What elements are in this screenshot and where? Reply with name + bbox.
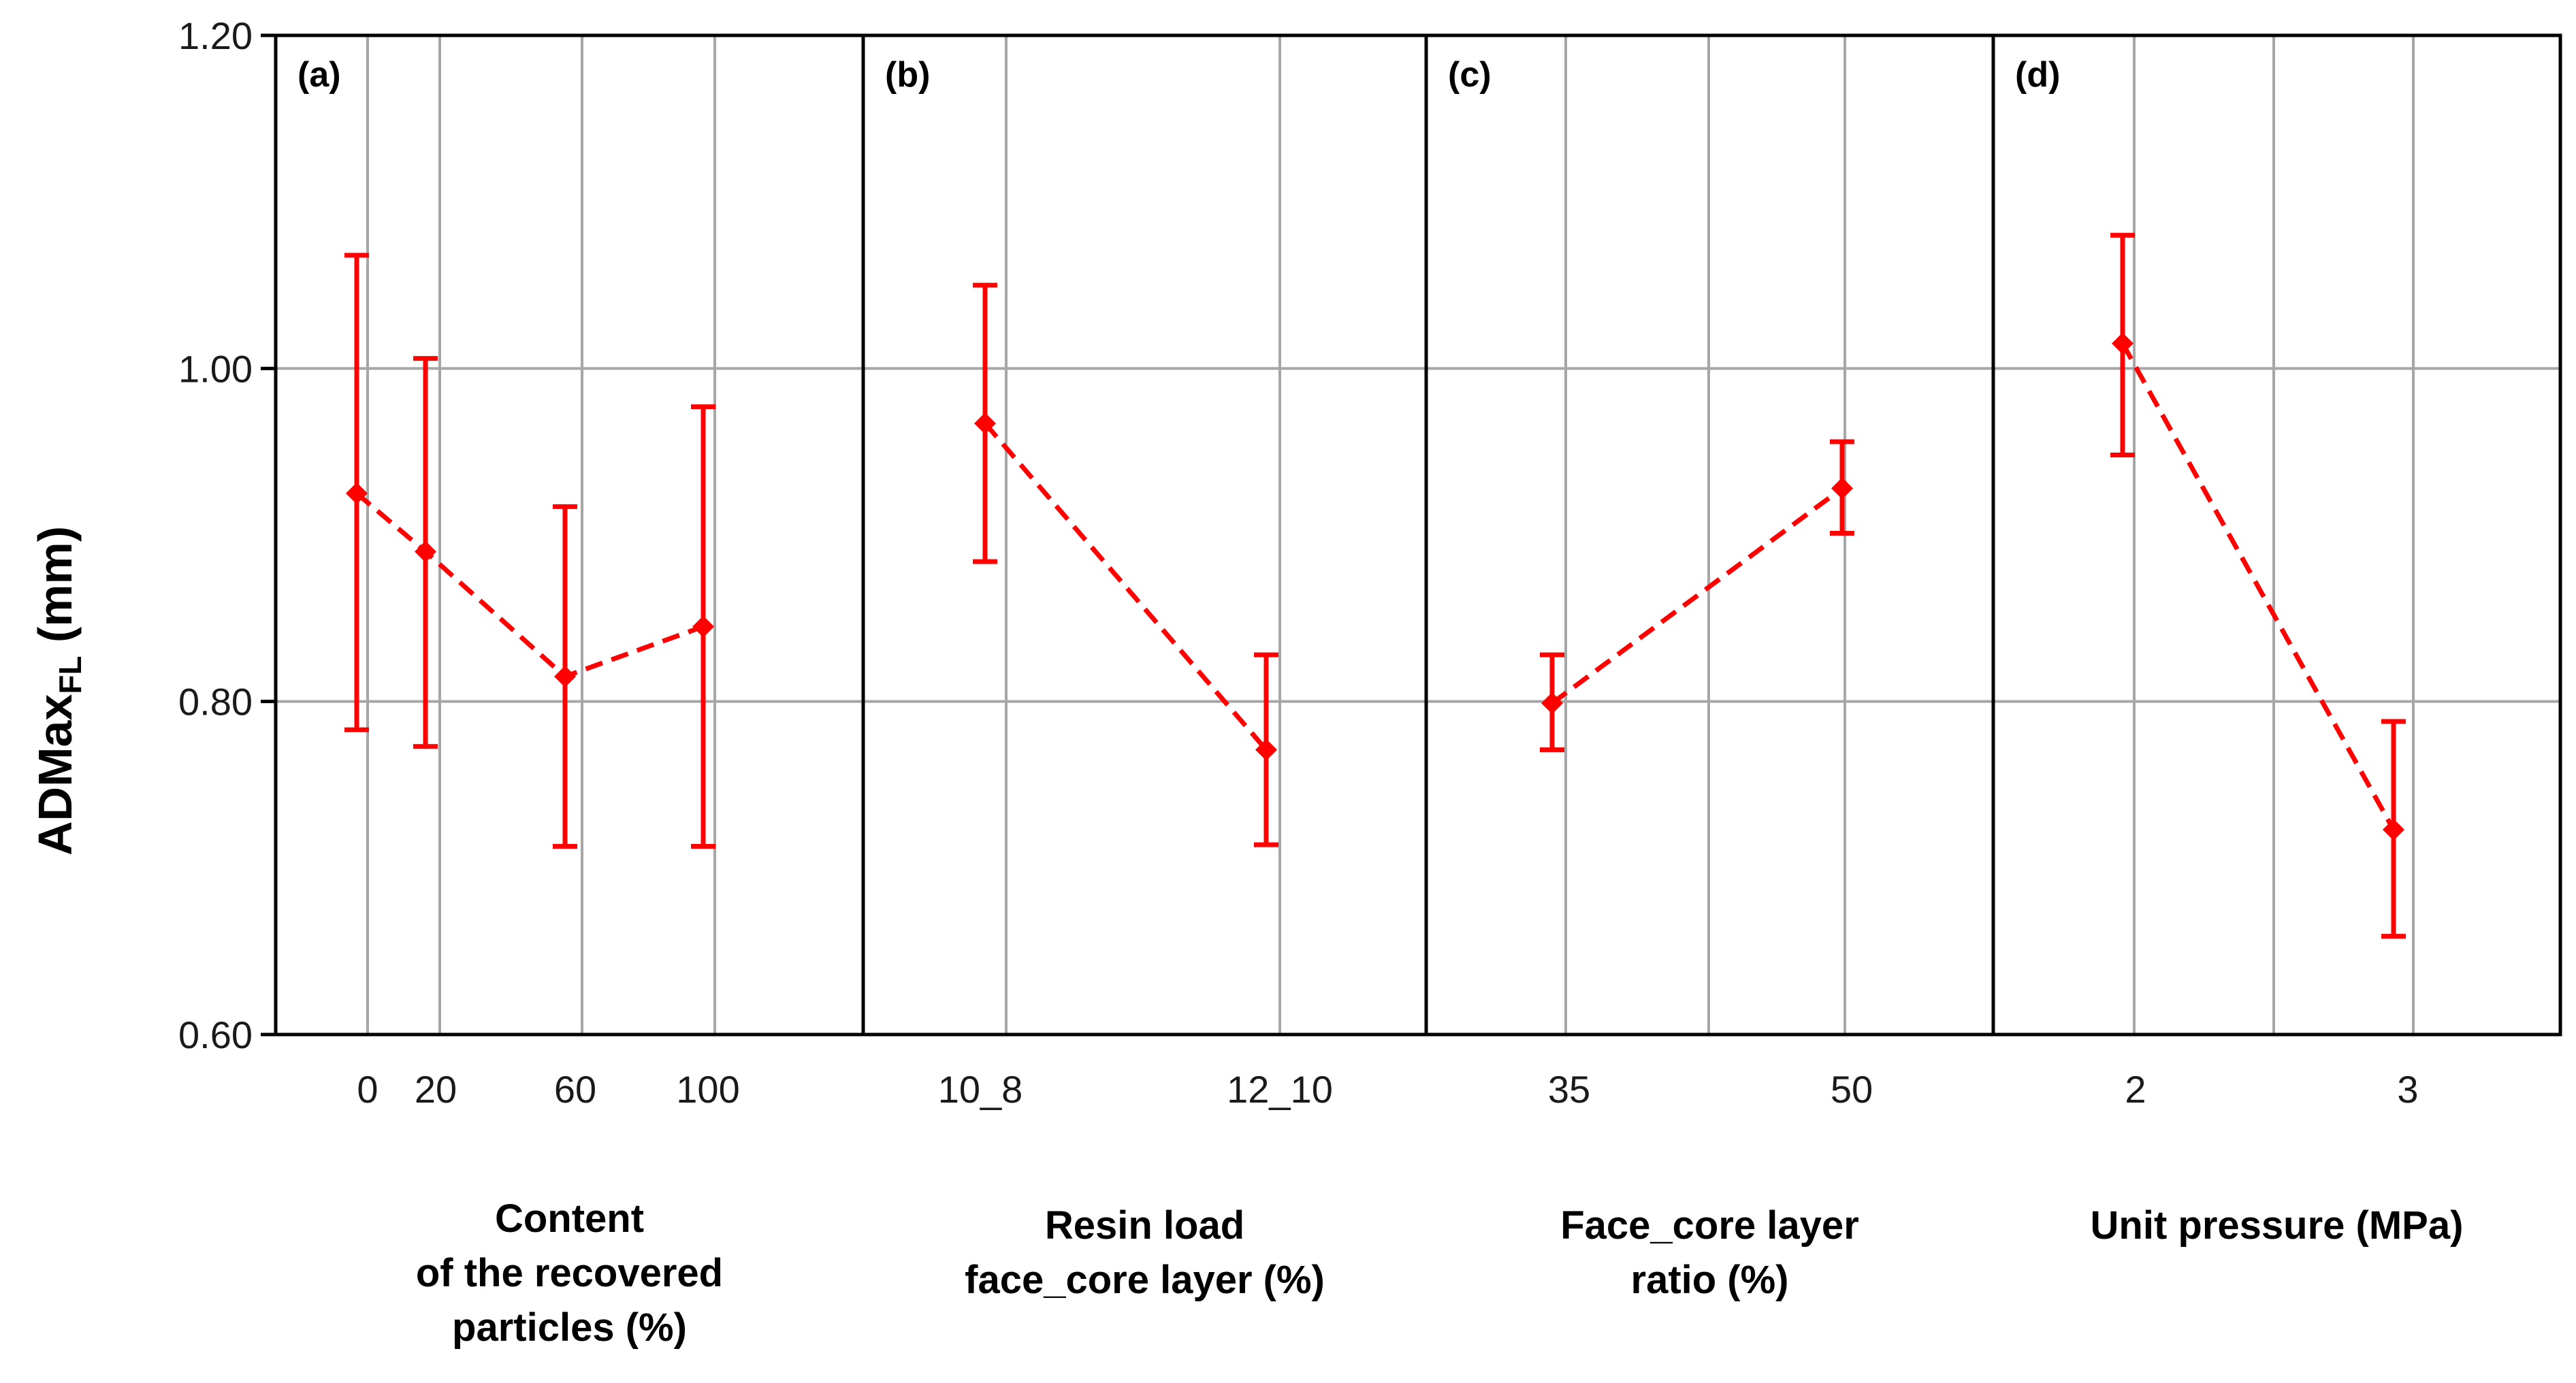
- y-tick-label: 1.20: [178, 14, 253, 57]
- mean-marker: [346, 482, 368, 504]
- x-tick-label: 60: [554, 1068, 596, 1111]
- x-axis-title-line: Resin load: [1045, 1203, 1244, 1248]
- x-axis-title-line: Unit pressure (MPa): [2091, 1203, 2464, 1248]
- x-tick-label: 50: [1831, 1068, 1873, 1111]
- x-tick-label: 12_10: [1227, 1068, 1333, 1111]
- x-tick-label: 100: [676, 1068, 739, 1111]
- mean-marker: [1541, 692, 1563, 715]
- y-axis-title-subscript: FL: [52, 656, 88, 694]
- panel-frame: [1991, 33, 2562, 1037]
- x-axis-title-line: of the recovered: [416, 1251, 723, 1295]
- x-tick-label: 10_8: [938, 1068, 1023, 1111]
- label-layer: (a) 0 20 60 100 Content of the recovered partic…: [297, 55, 2463, 1350]
- grid-layer: [276, 35, 2560, 1035]
- x-axis-title-line: face_core layer (%): [965, 1258, 1325, 1302]
- x-axis-title-line: Face_core layer: [1560, 1203, 1859, 1248]
- panel-tag: (d): [2015, 55, 2060, 95]
- mean-marker: [692, 615, 714, 638]
- x-tick-label: 0: [357, 1068, 378, 1111]
- series-layer: [344, 233, 2406, 939]
- y-tick-label: 1.00: [178, 347, 253, 390]
- x-axis-title-line: particles (%): [452, 1305, 687, 1350]
- frame-layer: [274, 33, 2562, 1037]
- y-tick-label: 0.60: [178, 1013, 253, 1056]
- mean-marker: [974, 412, 996, 435]
- mean-marker: [1831, 477, 1853, 500]
- x-tick-label: 2: [2125, 1068, 2146, 1111]
- x-tick-label: 35: [1548, 1068, 1590, 1111]
- mean-connector-line: [2120, 342, 2396, 831]
- panel-tag: (b): [885, 55, 930, 95]
- panel-tag: (a): [297, 55, 341, 95]
- x-axis-title-line: ratio (%): [1631, 1258, 1789, 1302]
- mean-marker: [2383, 819, 2404, 841]
- y-tick-label: 0.80: [178, 681, 253, 723]
- x-tick-label: 3: [2397, 1068, 2418, 1111]
- mean-connector-line: [1550, 486, 1844, 705]
- panel-tag: (c): [1448, 55, 1492, 95]
- y-axis-title-main: ADMax: [29, 694, 82, 856]
- y-axis: 0.60 0.80 1.00 1.20: [178, 14, 276, 1056]
- mean-connector-line: [983, 421, 1268, 751]
- y-axis-title-unit: (mm): [29, 526, 82, 656]
- y-axis-title: ADMaxFL (mm): [29, 526, 88, 856]
- mean-marker: [2112, 332, 2134, 355]
- mean-marker: [554, 665, 576, 687]
- x-tick-label: 20: [415, 1068, 457, 1111]
- mean-marker: [1255, 738, 1277, 761]
- x-axis-title-line: Content: [495, 1197, 644, 1241]
- mean-marker: [415, 540, 436, 563]
